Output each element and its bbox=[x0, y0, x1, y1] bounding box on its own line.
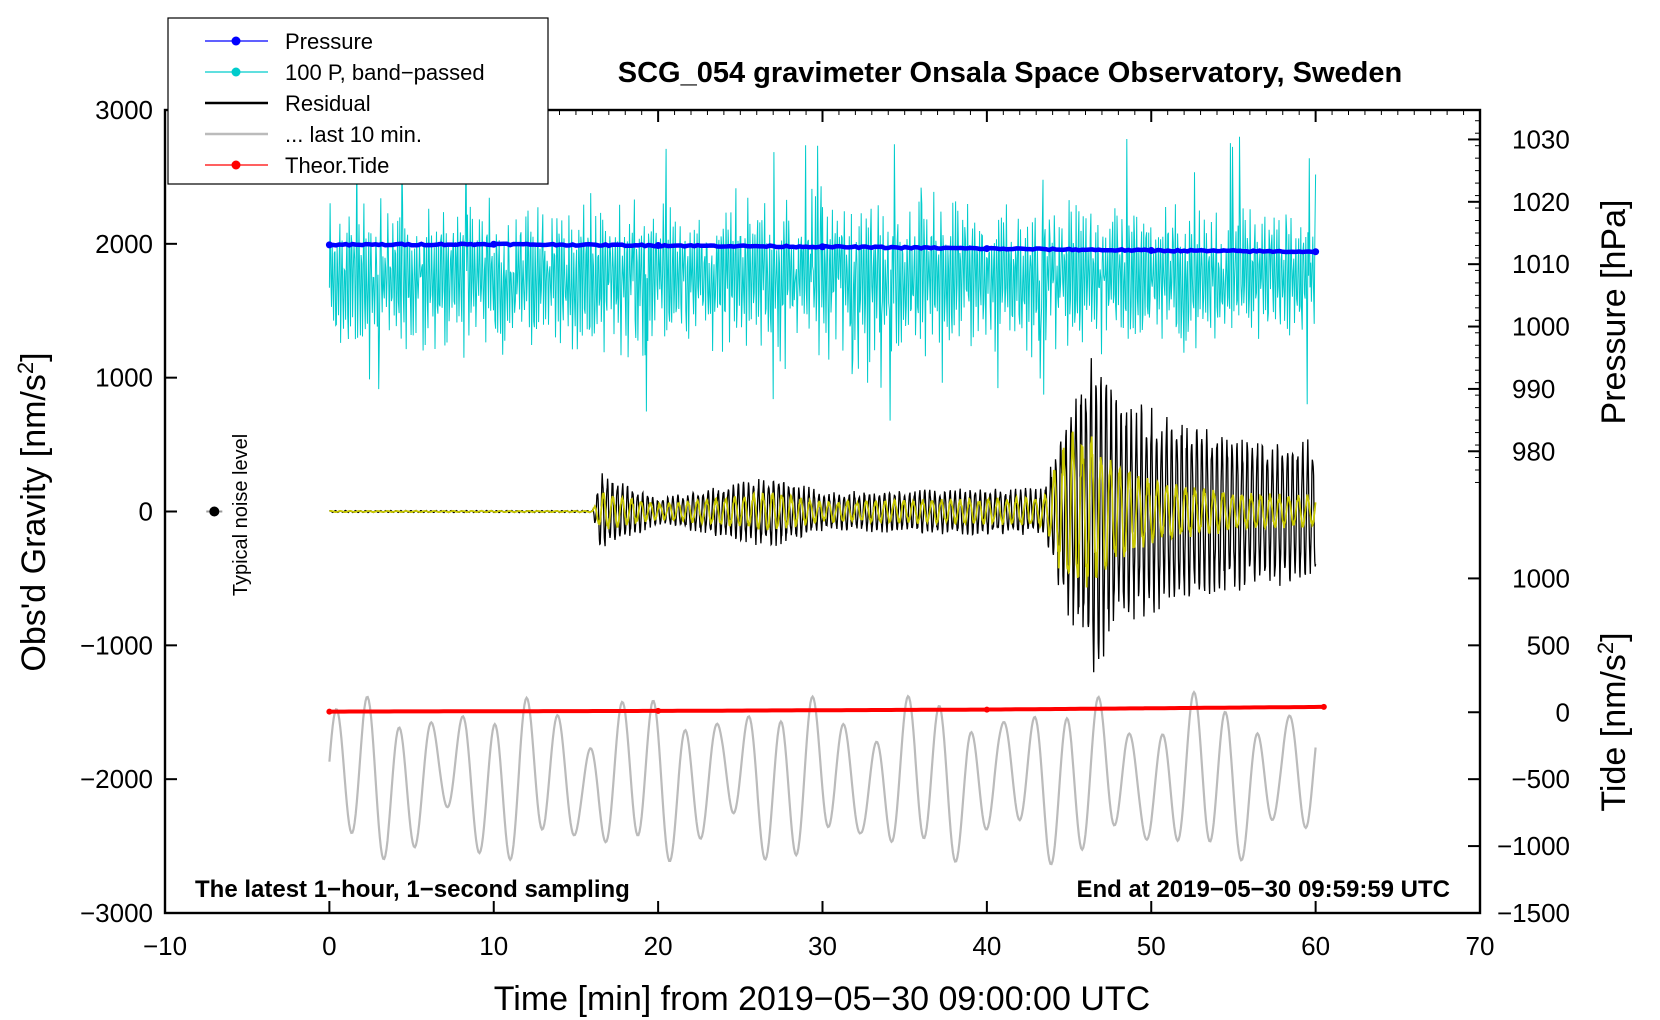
band-passed-pressure-line bbox=[328, 135, 1317, 421]
x-tick-label: 50 bbox=[1137, 931, 1166, 961]
y-left-axis-title-main: Obs'd Gravity [nm/s bbox=[15, 374, 53, 671]
x-tick-label: 0 bbox=[322, 931, 336, 961]
pressure-point bbox=[1147, 246, 1155, 254]
theoretical-tide-series bbox=[326, 703, 1327, 715]
last-10-min-line bbox=[328, 690, 1317, 866]
legend-swatch-marker bbox=[231, 36, 241, 46]
tide-tick-label: 0 bbox=[1556, 697, 1570, 727]
tide-tick-label: 1000 bbox=[1512, 563, 1570, 593]
y-left-tick-label: 0 bbox=[139, 497, 153, 527]
y-left-axis-title: Obs'd Gravity [nm/s2] bbox=[13, 352, 54, 671]
legend-label: Pressure bbox=[285, 29, 373, 54]
pressure-series bbox=[325, 240, 1320, 256]
tide-tick-label: 500 bbox=[1527, 630, 1570, 660]
x-tick-label: 70 bbox=[1466, 931, 1495, 961]
pressure-tick-label: 1030 bbox=[1512, 124, 1570, 154]
x-tick-label: 30 bbox=[808, 931, 837, 961]
y-right-axis-ticks: 980 990 1000 1010 1020 1030 −1500 −1000 −500 0 500… bbox=[1468, 124, 1570, 928]
noise-level-marker bbox=[206, 506, 223, 517]
x-tick-label: 20 bbox=[644, 931, 673, 961]
y-right-pressure-axis-title: Pressure [hPa] bbox=[1595, 200, 1633, 425]
y-left-tick-label: −1000 bbox=[80, 630, 153, 660]
y-right-tide-axis-title: Tide [nm/s2] bbox=[1593, 632, 1634, 811]
y-right-tide-axis-title-superscript: 2 bbox=[1593, 642, 1618, 654]
pressure-tick-label: 1000 bbox=[1512, 312, 1570, 342]
theoretical-tide-point bbox=[983, 706, 990, 713]
y-left-axis-title-superscript: 2 bbox=[13, 362, 38, 374]
y-left-axis-title-close: ] bbox=[15, 352, 53, 361]
x-tick-label: −10 bbox=[143, 931, 187, 961]
x-tick-label: 10 bbox=[479, 931, 508, 961]
residual-filtered-line bbox=[328, 431, 1317, 588]
tide-tick-label: −1500 bbox=[1497, 898, 1570, 928]
legend: Pressure 100 P, band−passed Residual ... la… bbox=[167, 17, 549, 185]
theoretical-tide-point bbox=[655, 707, 662, 714]
y-left-tick-label: 3000 bbox=[95, 95, 153, 125]
y-left-tick-label: 1000 bbox=[95, 363, 153, 393]
last-10-min-series bbox=[328, 690, 1317, 866]
x-tick-label: 60 bbox=[1301, 931, 1330, 961]
pressure-point bbox=[654, 241, 662, 249]
y-left-tick-label: 2000 bbox=[95, 229, 153, 259]
legend-swatch-marker bbox=[231, 67, 241, 77]
residual-filtered-series bbox=[328, 431, 1317, 588]
y-right-tide-axis-title-close: ] bbox=[1595, 632, 1633, 641]
legend-label: 100 P, band−passed bbox=[285, 60, 485, 85]
legend-label: ... last 10 min. bbox=[285, 122, 422, 147]
pressure-point bbox=[325, 241, 333, 249]
y-left-axis-ticks: −3000 −2000 −1000 0 1000 2000 3000 bbox=[80, 95, 177, 928]
noise-point bbox=[209, 506, 220, 517]
legend-label: Theor.Tide bbox=[285, 153, 389, 178]
pressure-point bbox=[1312, 248, 1320, 256]
pressure-point bbox=[490, 240, 498, 248]
pressure-tick-label: 1010 bbox=[1512, 249, 1570, 279]
legend-label: Residual bbox=[285, 91, 371, 116]
noise-level-label: Typical noise level bbox=[230, 434, 252, 596]
legend-box bbox=[167, 17, 549, 185]
y-right-tide-axis-title-main: Tide [nm/s bbox=[1595, 654, 1633, 811]
theoretical-tide-point bbox=[326, 708, 333, 715]
x-axis-title: Time [min] from 2019−05−30 09:00:00 UTC bbox=[494, 980, 1150, 1018]
theoretical-tide-point bbox=[1320, 703, 1327, 710]
y-left-tick-label: −2000 bbox=[80, 764, 153, 794]
pressure-tick-label: 1020 bbox=[1512, 187, 1570, 217]
end-time-note: End at 2019−05−30 09:59:59 UTC bbox=[1076, 876, 1450, 903]
pressure-point bbox=[819, 243, 826, 251]
x-tick-label: 40 bbox=[972, 931, 1001, 961]
pressure-point bbox=[983, 245, 991, 253]
band-passed-pressure-series bbox=[328, 135, 1317, 421]
pressure-tick-label: 990 bbox=[1512, 374, 1555, 404]
theoretical-tide-line bbox=[329, 704, 1324, 714]
y-left-tick-label: −3000 bbox=[80, 898, 153, 928]
tide-tick-label: −1000 bbox=[1497, 831, 1570, 861]
sampling-note: The latest 1−hour, 1−second sampling bbox=[195, 876, 630, 903]
pressure-tick-label: 980 bbox=[1512, 436, 1555, 466]
tide-tick-label: −500 bbox=[1511, 764, 1570, 794]
chart-title: SCG_054 gravimeter Onsala Space Observat… bbox=[618, 57, 1402, 89]
legend-swatch-marker bbox=[231, 160, 241, 170]
